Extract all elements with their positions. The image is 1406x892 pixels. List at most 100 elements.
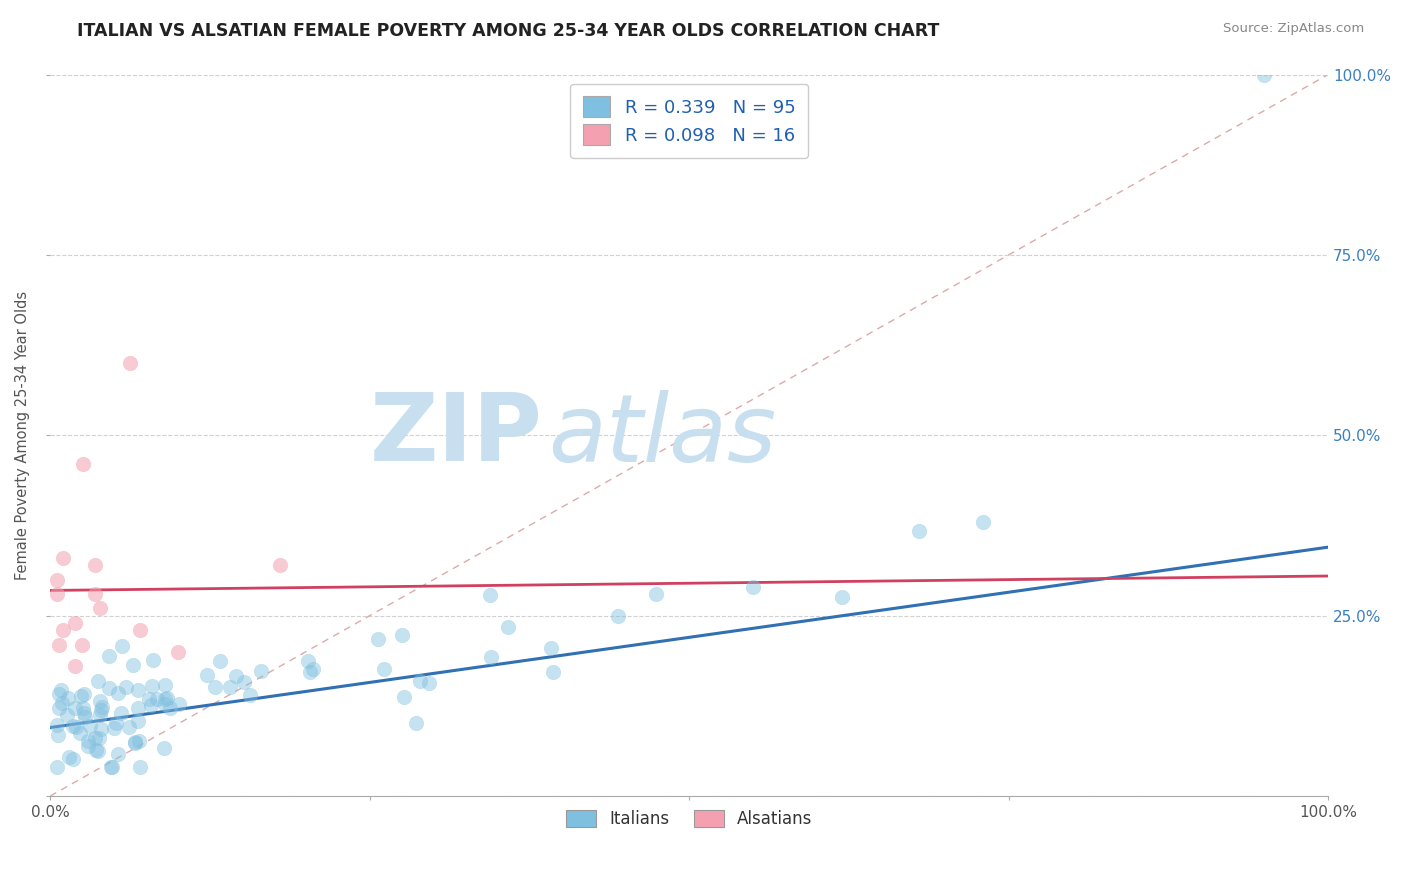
Point <box>58 750 80 764</box>
Point <box>142 653 165 667</box>
Point <box>115 680 138 694</box>
Point <box>167 697 190 711</box>
Point <box>128 623 150 637</box>
Point <box>225 668 247 682</box>
Point <box>478 588 501 602</box>
Point <box>496 620 519 634</box>
Point <box>299 665 322 679</box>
Point <box>103 721 125 735</box>
Point <box>120 356 142 370</box>
Point <box>90 703 112 717</box>
Point <box>208 654 231 668</box>
Point <box>49 683 72 698</box>
Point <box>418 676 440 690</box>
Point <box>84 558 107 573</box>
Point <box>62 719 84 733</box>
Y-axis label: Female Poverty Among 25-34 Year Olds: Female Poverty Among 25-34 Year Olds <box>15 291 30 580</box>
Point <box>540 640 562 655</box>
Point <box>83 587 105 601</box>
Point <box>138 692 160 706</box>
Text: atlas: atlas <box>548 390 776 481</box>
Point <box>104 715 127 730</box>
Point <box>297 655 319 669</box>
Point <box>89 694 111 708</box>
Point <box>76 739 98 753</box>
Point <box>48 687 70 701</box>
Point <box>124 735 146 749</box>
Point <box>204 681 226 695</box>
Point <box>72 706 94 720</box>
Point <box>128 734 150 748</box>
Point <box>45 587 67 601</box>
Point <box>232 675 254 690</box>
Point <box>118 720 141 734</box>
Point <box>127 701 149 715</box>
Point <box>70 689 93 703</box>
Point <box>45 760 67 774</box>
Point <box>155 691 177 706</box>
Point <box>63 700 86 714</box>
Point <box>89 601 111 615</box>
Point <box>48 638 70 652</box>
Point <box>72 457 94 471</box>
Point <box>742 580 765 594</box>
Point <box>153 741 176 756</box>
Point <box>405 716 427 731</box>
Point <box>127 714 149 728</box>
Point <box>87 744 110 758</box>
Point <box>83 731 105 745</box>
Point <box>146 691 169 706</box>
Point <box>124 736 146 750</box>
Point <box>56 707 79 722</box>
Point <box>541 665 564 680</box>
Point <box>121 658 143 673</box>
Point <box>89 707 111 722</box>
Point <box>48 701 70 715</box>
Point <box>45 718 67 732</box>
Point <box>73 687 96 701</box>
Point <box>107 747 129 761</box>
Point <box>167 645 190 659</box>
Point <box>90 722 112 736</box>
Text: ITALIAN VS ALSATIAN FEMALE POVERTY AMONG 25-34 YEAR OLDS CORRELATION CHART: ITALIAN VS ALSATIAN FEMALE POVERTY AMONG… <box>77 22 939 40</box>
Point <box>391 628 413 642</box>
Point <box>70 638 93 652</box>
Point <box>392 690 415 705</box>
Legend: Italians, Alsatians: Italians, Alsatians <box>560 803 820 835</box>
Point <box>153 697 176 711</box>
Point <box>73 710 96 724</box>
Point <box>84 742 107 756</box>
Point <box>110 706 132 721</box>
Point <box>129 760 152 774</box>
Point <box>139 698 162 712</box>
Point <box>79 719 101 733</box>
Point <box>46 728 69 742</box>
Text: ZIP: ZIP <box>370 389 543 482</box>
Point <box>831 590 853 604</box>
Point <box>644 587 666 601</box>
Point <box>62 752 84 766</box>
Point <box>156 691 179 706</box>
Point <box>409 674 432 689</box>
Point <box>69 725 91 739</box>
Point <box>219 681 242 695</box>
Point <box>65 659 87 673</box>
Point <box>87 673 110 688</box>
Point <box>479 650 502 665</box>
Point <box>45 573 67 587</box>
Point <box>107 685 129 699</box>
Point <box>908 524 931 539</box>
Point <box>141 679 163 693</box>
Point <box>302 662 325 676</box>
Point <box>153 678 176 692</box>
Point <box>972 515 994 529</box>
Point <box>127 683 149 698</box>
Point <box>63 615 86 630</box>
Point <box>97 681 120 695</box>
Point <box>76 734 98 748</box>
Point <box>159 701 181 715</box>
Point <box>269 558 291 573</box>
Point <box>56 690 79 705</box>
Point <box>195 667 218 681</box>
Point <box>52 551 75 566</box>
